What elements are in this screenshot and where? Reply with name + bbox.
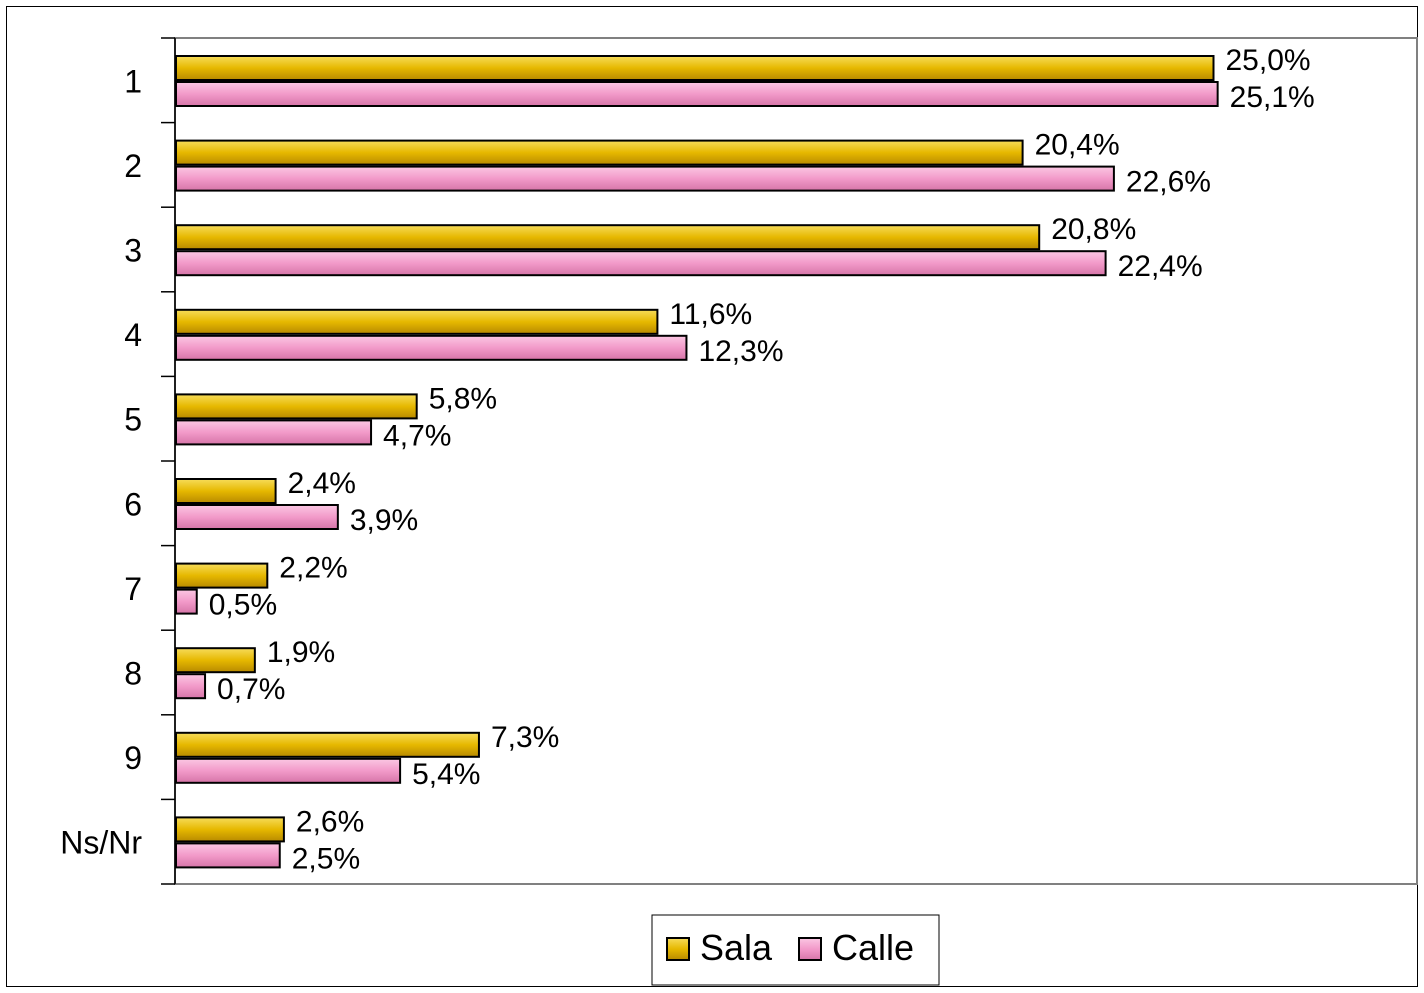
category-label: 1 (124, 63, 142, 99)
data-label-sala: 2,2% (279, 552, 347, 585)
bar-calle (175, 165, 1115, 192)
bar-calle (175, 81, 1219, 107)
category-label: Ns/Nr (60, 825, 142, 861)
bars (175, 55, 1219, 869)
data-label-calle: 4,7% (383, 419, 451, 452)
category-label: 7 (124, 571, 142, 607)
legend-label-sala: Sala (700, 927, 773, 968)
legend-swatch-sala (666, 937, 690, 961)
category-label: 3 (124, 233, 142, 269)
legend: Sala Calle (651, 914, 940, 986)
bar-calle (175, 419, 373, 446)
data-label-sala: 2,4% (288, 467, 356, 500)
bar-sala (175, 55, 1215, 81)
category-label: 2 (124, 148, 142, 184)
data-label-sala: 7,3% (491, 721, 559, 754)
category-label: 6 (124, 486, 142, 522)
data-label-calle: 5,4% (412, 758, 480, 791)
data-label-calle: 22,4% (1118, 250, 1203, 283)
bar-calle (175, 504, 339, 530)
bar-sala (175, 816, 285, 843)
data-label-sala: 25,0% (1226, 44, 1311, 77)
bar-calle (175, 250, 1107, 277)
data-label-calle: 3,9% (350, 504, 418, 537)
data-labels: 25,0% 25,1% 20,4%22,6% 20,8% 22,4% 11,6% 12,3%… (209, 44, 1315, 875)
category-label: 9 (124, 740, 142, 776)
bar-calle (175, 842, 281, 869)
legend-swatch-calle (798, 937, 822, 961)
bar-calle (175, 334, 688, 361)
legend-box (651, 914, 940, 986)
bar-sala (175, 224, 1041, 251)
bar-calle (175, 757, 402, 784)
bar-sala (175, 647, 256, 674)
category-label: 8 (124, 656, 142, 692)
data-label-calle: 25,1% (1230, 81, 1315, 114)
bar-sala (175, 562, 269, 589)
data-label-calle: 12,3% (698, 335, 783, 368)
data-label-calle: 2,5% (292, 842, 360, 875)
data-label-sala: 1,9% (267, 636, 335, 669)
bar-sala (175, 308, 659, 335)
data-label-sala: 20,8% (1051, 213, 1136, 246)
data-label-sala: 20,4% (1035, 129, 1120, 162)
data-label-calle: 22,6% (1126, 166, 1211, 199)
category-label: 5 (124, 402, 142, 438)
bar-sala (175, 139, 1024, 166)
data-label-calle: 0,5% (209, 589, 277, 622)
data-label-sala: 11,6% (669, 298, 752, 331)
category-labels: 1 2 3 4 5 6 7 8 9 Ns/Nr (60, 63, 142, 860)
data-label-calle: 0,7% (217, 673, 285, 706)
axis-ticks (161, 37, 175, 885)
bar-sala (175, 393, 418, 420)
category-label: 4 (124, 317, 142, 353)
legend-label-calle: Calle (832, 927, 914, 968)
bar-calle (175, 588, 198, 615)
bar-calle (175, 673, 207, 700)
data-label-sala: 5,8% (429, 382, 497, 415)
bar-sala (175, 478, 277, 504)
data-label-sala: 2,6% (296, 805, 364, 838)
bar-sala (175, 731, 480, 758)
